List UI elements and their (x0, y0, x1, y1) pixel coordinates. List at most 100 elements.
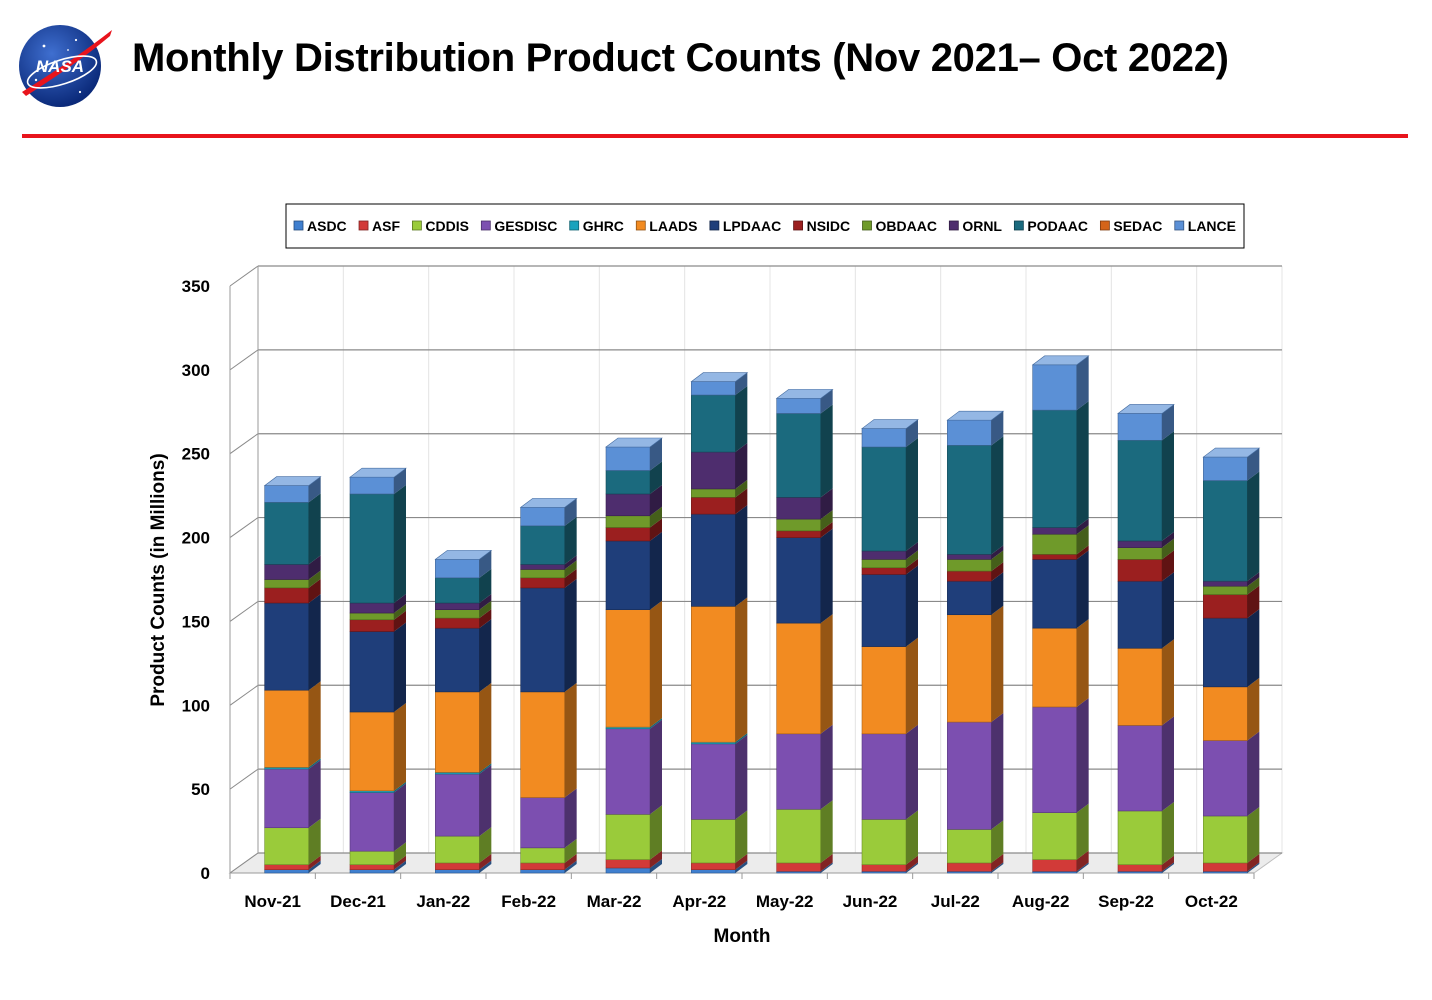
bar-top (605, 437, 663, 448)
bar-segment-nsidc (1203, 594, 1248, 619)
bar-segment-obdaac (435, 609, 480, 619)
bar-segment-asf (520, 862, 565, 870)
bar-segment-side (906, 637, 918, 734)
bar-segment-side (991, 853, 1004, 872)
bar-segment-side (1076, 697, 1089, 813)
bar-segment-side (906, 855, 918, 872)
bar-segment-side (906, 541, 918, 560)
gridline-side (229, 265, 259, 287)
bar-segment-side (1076, 619, 1089, 707)
bar-segment-side (479, 827, 492, 863)
bar-segment-side (394, 783, 406, 852)
bar-segment-side (906, 550, 918, 568)
bar-segment-asf (1203, 862, 1248, 872)
bar-segment-asf (947, 862, 992, 872)
bar-segment-side (735, 488, 748, 515)
bar-segment-podaac (520, 525, 565, 565)
bar-segment-asdc (264, 869, 309, 874)
bar-segment-laads (776, 622, 821, 735)
x-tick-label: May-22 (756, 892, 814, 911)
legend-swatch (358, 220, 369, 231)
legend-label: SEDAC (1113, 218, 1162, 234)
bar-segment-side (991, 436, 1004, 555)
bar-segment-ornl (947, 554, 992, 560)
bar-segment-side (1247, 862, 1260, 873)
bar-segment-asdc (349, 869, 395, 874)
bar-segment-podaac (1117, 439, 1163, 542)
bar-segment-nsidc (264, 587, 309, 604)
bar-segment-obdaac (947, 559, 992, 572)
bar-segment-side (650, 461, 662, 494)
bar-segment-side (394, 604, 406, 620)
bar-segment-lance (691, 381, 736, 396)
bar-segment-lance (1203, 456, 1248, 481)
legend-label: LANCE (1188, 218, 1236, 234)
bar-segment-cddis (605, 813, 651, 860)
y-tick-label: 0 (201, 864, 210, 883)
bar-segment-side (735, 372, 748, 396)
bar-segment-side (650, 718, 662, 729)
bar-segment-side (650, 531, 662, 610)
bar-segment-laads (605, 609, 651, 728)
legend-swatch (1099, 220, 1110, 231)
bar-segment-asf (605, 859, 651, 869)
bar-segment-side (564, 555, 577, 570)
legend-item-obdaac: OBDAAC (862, 218, 937, 234)
bar-segment-side (1162, 572, 1174, 649)
bar-segment-side (820, 724, 833, 810)
bar-segment-asf (691, 862, 736, 870)
bar-segment-gesdisc (264, 768, 309, 829)
bar-segment-side (394, 842, 406, 865)
bar-segment-nsidc (520, 577, 565, 589)
bar-segment-gesdisc (1203, 740, 1248, 817)
bar-segment-gesdisc (776, 733, 821, 810)
bar-segment-laads (947, 614, 992, 723)
x-tick-label: Oct-22 (1185, 892, 1238, 911)
bar-segment-asdc (435, 869, 480, 874)
bar-segment-side (1162, 531, 1174, 548)
bar-segment-side (1162, 538, 1174, 560)
bar-segment-side (1247, 585, 1260, 619)
legend-item-podaac: PODAAC (1013, 218, 1088, 234)
x-tick-label: Nov-21 (244, 892, 301, 911)
legend-label: ORNL (962, 218, 1002, 234)
bar-segment-cddis (947, 829, 992, 864)
legend-label: LPDAAC (723, 218, 781, 234)
bar-segment-podaac (691, 394, 736, 453)
bar-segment-obdaac (1203, 585, 1248, 595)
bar-segment-side (394, 855, 406, 870)
legend-item-cddis: CDDIS (411, 218, 469, 234)
bar-segment-asf (264, 864, 309, 870)
bar-segment-laads (861, 646, 907, 735)
bar-stack (349, 467, 407, 874)
bar-segment-side (564, 578, 577, 692)
gridline-side (229, 349, 259, 371)
bar-segment-lpdaac (1117, 580, 1163, 649)
legend-swatch (1174, 220, 1185, 231)
bar-segment-side (735, 853, 748, 870)
bar-segment-cddis (776, 808, 821, 864)
legend-swatch (793, 220, 803, 231)
legend-label: ASDC (307, 218, 347, 234)
bar-segment-side (991, 572, 1004, 615)
legend-swatch (862, 220, 872, 231)
bar-segment-lance (947, 419, 992, 446)
bar-segment-ornl (1032, 527, 1077, 535)
bar-segment-obdaac (861, 559, 907, 569)
bar-segment-side (991, 545, 1004, 560)
bar-segment-gesdisc (691, 743, 736, 820)
bar-segment-side (479, 853, 492, 870)
bar-segment-laads (435, 691, 480, 773)
bar-segment-lance (1032, 364, 1077, 411)
bar-segment-lpdaac (947, 580, 992, 616)
bar-segment-side (1076, 550, 1089, 629)
bar-segment-side (1076, 803, 1089, 860)
x-tick-label: Sep-22 (1098, 892, 1154, 911)
bar-segment-podaac (1032, 409, 1077, 528)
bar-segment-side (735, 734, 748, 820)
bar-segment-asf (861, 864, 907, 872)
bar-segment-cddis (435, 835, 480, 864)
bar-segment-side (1162, 855, 1174, 872)
bar-stack (946, 410, 1005, 874)
bar-segment-side (308, 476, 321, 503)
